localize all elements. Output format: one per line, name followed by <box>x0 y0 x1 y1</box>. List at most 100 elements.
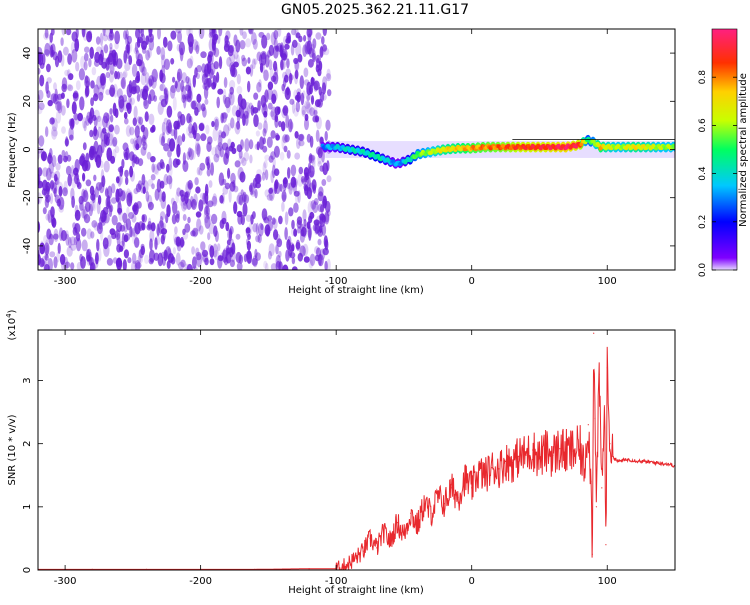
noise-speckle <box>317 203 324 213</box>
noise-speckle <box>160 136 165 147</box>
noise-speckle <box>190 195 194 208</box>
noise-speckle <box>271 217 276 225</box>
noise-speckle <box>178 261 185 270</box>
noise-speckle <box>49 193 54 205</box>
noise-speckle <box>116 257 123 270</box>
snr-point <box>505 460 507 462</box>
noise-speckle <box>310 155 316 165</box>
noise-speckle <box>312 115 318 123</box>
noise-speckle <box>100 45 105 53</box>
noise-speckle <box>61 126 66 134</box>
noise-speckle <box>142 186 146 194</box>
snr-point <box>593 332 595 334</box>
noise-speckle <box>308 29 314 36</box>
noise-speckle <box>109 63 115 75</box>
noise-speckle <box>117 207 123 214</box>
noise-speckle <box>182 214 187 221</box>
noise-speckle <box>81 227 87 237</box>
colorbar-tick-label: 0.2 <box>698 215 708 229</box>
noise-speckle <box>325 119 331 131</box>
noise-speckle <box>123 50 127 64</box>
noise-speckle <box>84 87 89 99</box>
noise-speckle <box>229 86 234 95</box>
noise-speckle <box>252 107 259 114</box>
noise-speckle <box>108 30 114 41</box>
noise-speckle <box>308 227 312 241</box>
noise-speckle <box>108 205 113 217</box>
snr-point <box>609 443 611 445</box>
noise-speckle <box>110 155 116 164</box>
noise-speckle <box>229 225 234 235</box>
noise-speckle <box>208 38 215 52</box>
noise-speckle <box>128 212 135 219</box>
noise-speckle <box>217 141 223 152</box>
noise-speckle <box>53 256 58 269</box>
noise-speckle <box>124 117 129 125</box>
noise-speckle <box>276 238 283 248</box>
noise-speckle <box>38 46 43 57</box>
noise-speckle <box>93 117 98 127</box>
noise-speckle <box>244 138 250 152</box>
noise-speckle <box>242 31 247 40</box>
noise-speckle <box>207 136 213 145</box>
noise-speckle <box>312 38 317 49</box>
noise-speckle <box>112 52 117 67</box>
noise-speckle <box>310 200 317 210</box>
noise-speckle <box>305 222 310 233</box>
noise-speckle <box>67 173 72 187</box>
snr-point <box>369 537 371 540</box>
noise-speckle <box>152 163 159 175</box>
noise-speckle <box>163 143 170 152</box>
noise-speckle <box>180 259 186 268</box>
noise-speckle <box>96 75 102 90</box>
noise-speckle <box>160 73 166 84</box>
noise-speckle <box>249 64 254 77</box>
snr-point <box>667 463 669 465</box>
noise-speckle <box>58 204 64 213</box>
noise-speckle <box>281 201 285 212</box>
noise-speckle <box>168 157 173 171</box>
noise-speckle <box>75 173 80 181</box>
noise-speckle <box>313 104 318 116</box>
noise-speckle <box>235 109 241 118</box>
noise-speckle <box>255 222 259 235</box>
noise-speckle <box>274 116 279 128</box>
spectrogram-x-axis: -300 -200 -100 0 100 <box>54 29 617 287</box>
x-tick-label: -200 <box>189 576 212 587</box>
noise-speckle <box>147 201 154 211</box>
noise-speckle <box>63 46 69 56</box>
noise-speckle <box>57 100 63 114</box>
noise-speckle <box>182 231 189 240</box>
noise-speckle <box>224 96 231 109</box>
noise-speckle <box>175 29 182 34</box>
x-tick-label: -100 <box>325 576 348 587</box>
noise-speckle <box>60 260 66 270</box>
noise-speckle <box>213 225 218 237</box>
noise-speckle <box>65 230 69 240</box>
snr-y-axis: 0 1 2 3 <box>22 377 675 573</box>
noise-speckle <box>148 29 153 34</box>
noise-speckle <box>275 254 281 268</box>
noise-speckle <box>43 260 47 270</box>
noise-speckle <box>252 38 258 50</box>
spectrogram-y-label: Frequency (Hz) <box>7 112 18 188</box>
snr-point <box>464 477 466 479</box>
snr-point <box>477 471 480 473</box>
noise-speckle <box>194 177 199 186</box>
noise-speckle <box>298 139 305 147</box>
snr-point <box>457 496 459 498</box>
noise-speckle <box>303 183 308 192</box>
noise-speckle <box>268 155 274 163</box>
noise-speckle <box>171 213 177 225</box>
noise-speckle <box>134 237 140 248</box>
noise-speckle <box>116 88 123 99</box>
noise-speckle <box>217 88 224 95</box>
noise-speckle <box>83 213 91 224</box>
noise-speckle <box>154 237 158 250</box>
snr-point <box>591 553 593 555</box>
noise-speckle <box>129 226 133 238</box>
noise-speckle <box>131 260 137 270</box>
snr-point <box>396 522 398 524</box>
snr-point <box>471 487 473 489</box>
noise-speckle <box>182 160 189 173</box>
